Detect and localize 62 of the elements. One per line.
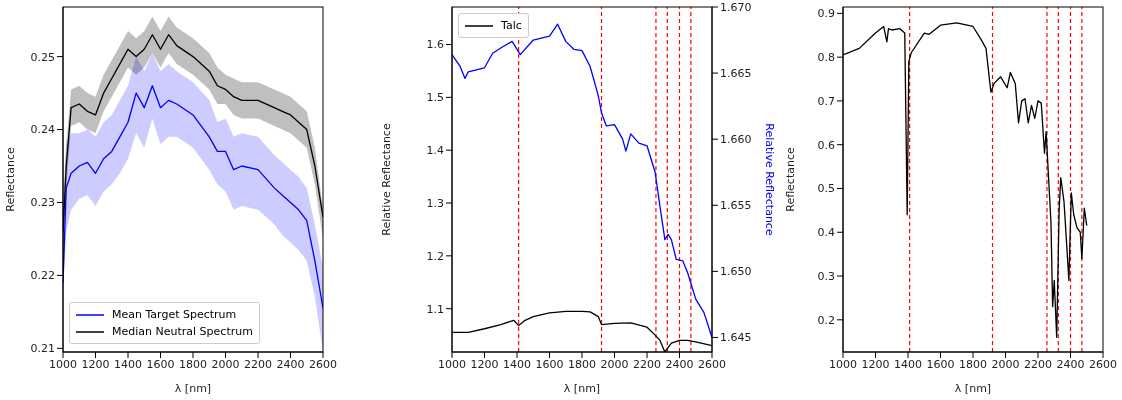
y-tick-label: 1.5 [426, 91, 444, 105]
y2-tick-label: 1.645 [720, 331, 752, 345]
y-tick-label: 0.8 [817, 51, 835, 65]
y-tick-label: 0.7 [817, 94, 835, 108]
y-tick-label: 0.24 [30, 123, 55, 137]
legend-label: Mean Target Spectrum [112, 308, 237, 321]
x-axis-title: λ [nm] [954, 382, 992, 395]
x-tick-label: 1800 [959, 357, 987, 371]
y2-tick-label: 1.660 [720, 133, 752, 147]
x-tick-label: 2600 [698, 357, 726, 371]
legend-label: Talc [501, 19, 522, 32]
x-tick-label: 1800 [179, 357, 207, 371]
y2-axis-title: Relative Reflectance [763, 123, 777, 236]
y-tick-label: 0.3 [817, 269, 835, 283]
x-tick-label: 1400 [894, 357, 922, 371]
x-tick-label: 2600 [1089, 357, 1117, 371]
x-tick-label: 2400 [1056, 357, 1085, 371]
x-tick-label: 2000 [211, 357, 240, 371]
x-tick-label: 2000 [600, 357, 629, 371]
x-axis-title: λ [nm] [563, 382, 601, 395]
y-tick-label: 0.5 [817, 182, 835, 196]
y2-tick-label: 1.670 [720, 0, 752, 14]
x-tick-label: 1600 [926, 357, 955, 371]
x-axis-title: λ [nm] [174, 382, 212, 395]
y-tick-label: 1.6 [426, 38, 444, 52]
x-tick-label: 1000 [49, 357, 77, 371]
y-tick-label: 1.1 [426, 302, 444, 316]
y2-tick-label: 1.655 [720, 199, 752, 213]
x-tick-label: 1200 [470, 357, 499, 371]
x-tick-label: 1000 [829, 357, 857, 371]
y2-tick-label: 1.665 [720, 67, 752, 80]
y-tick-label: 0.25 [30, 50, 55, 64]
x-tick-label: 2200 [633, 357, 661, 371]
y-tick-label: 0.22 [30, 269, 55, 283]
y2-tick-label: 1.650 [720, 265, 752, 279]
y-tick-label: 1.3 [426, 196, 444, 210]
x-tick-label: 2400 [276, 357, 305, 371]
x-tick-label: 1200 [81, 357, 110, 371]
y-tick-label: 0.21 [30, 342, 55, 356]
legend-label: Median Neutral Spectrum [112, 325, 253, 338]
x-tick-label: 2400 [665, 357, 694, 371]
y-tick-label: 1.4 [426, 144, 444, 158]
y-tick-label: 1.2 [426, 249, 444, 263]
x-tick-label: 1200 [861, 357, 890, 371]
x-tick-label: 1600 [535, 357, 564, 371]
x-tick-label: 2000 [991, 357, 1020, 371]
y-axis-title: Reflectance [783, 147, 797, 212]
y-tick-label: 0.4 [817, 226, 835, 240]
y-tick-label: 0.23 [30, 196, 55, 210]
x-tick-label: 1600 [146, 357, 175, 371]
x-tick-label: 2200 [1024, 357, 1052, 371]
x-tick-label: 1400 [503, 357, 531, 371]
y-axis-title: Relative Reflectance [379, 123, 393, 236]
x-tick-label: 2200 [244, 357, 272, 371]
x-tick-label: 2600 [309, 357, 337, 371]
y-tick-label: 0.2 [817, 313, 835, 327]
y-tick-label: 0.9 [817, 7, 835, 21]
x-tick-label: 1000 [438, 357, 466, 371]
x-tick-label: 1400 [114, 357, 142, 371]
y-tick-label: 0.6 [817, 138, 835, 152]
y-axis-title: Reflectance [3, 147, 17, 212]
x-tick-label: 1800 [568, 357, 596, 371]
